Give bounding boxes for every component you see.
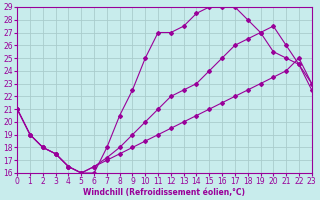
X-axis label: Windchill (Refroidissement éolien,°C): Windchill (Refroidissement éolien,°C) — [84, 188, 245, 197]
